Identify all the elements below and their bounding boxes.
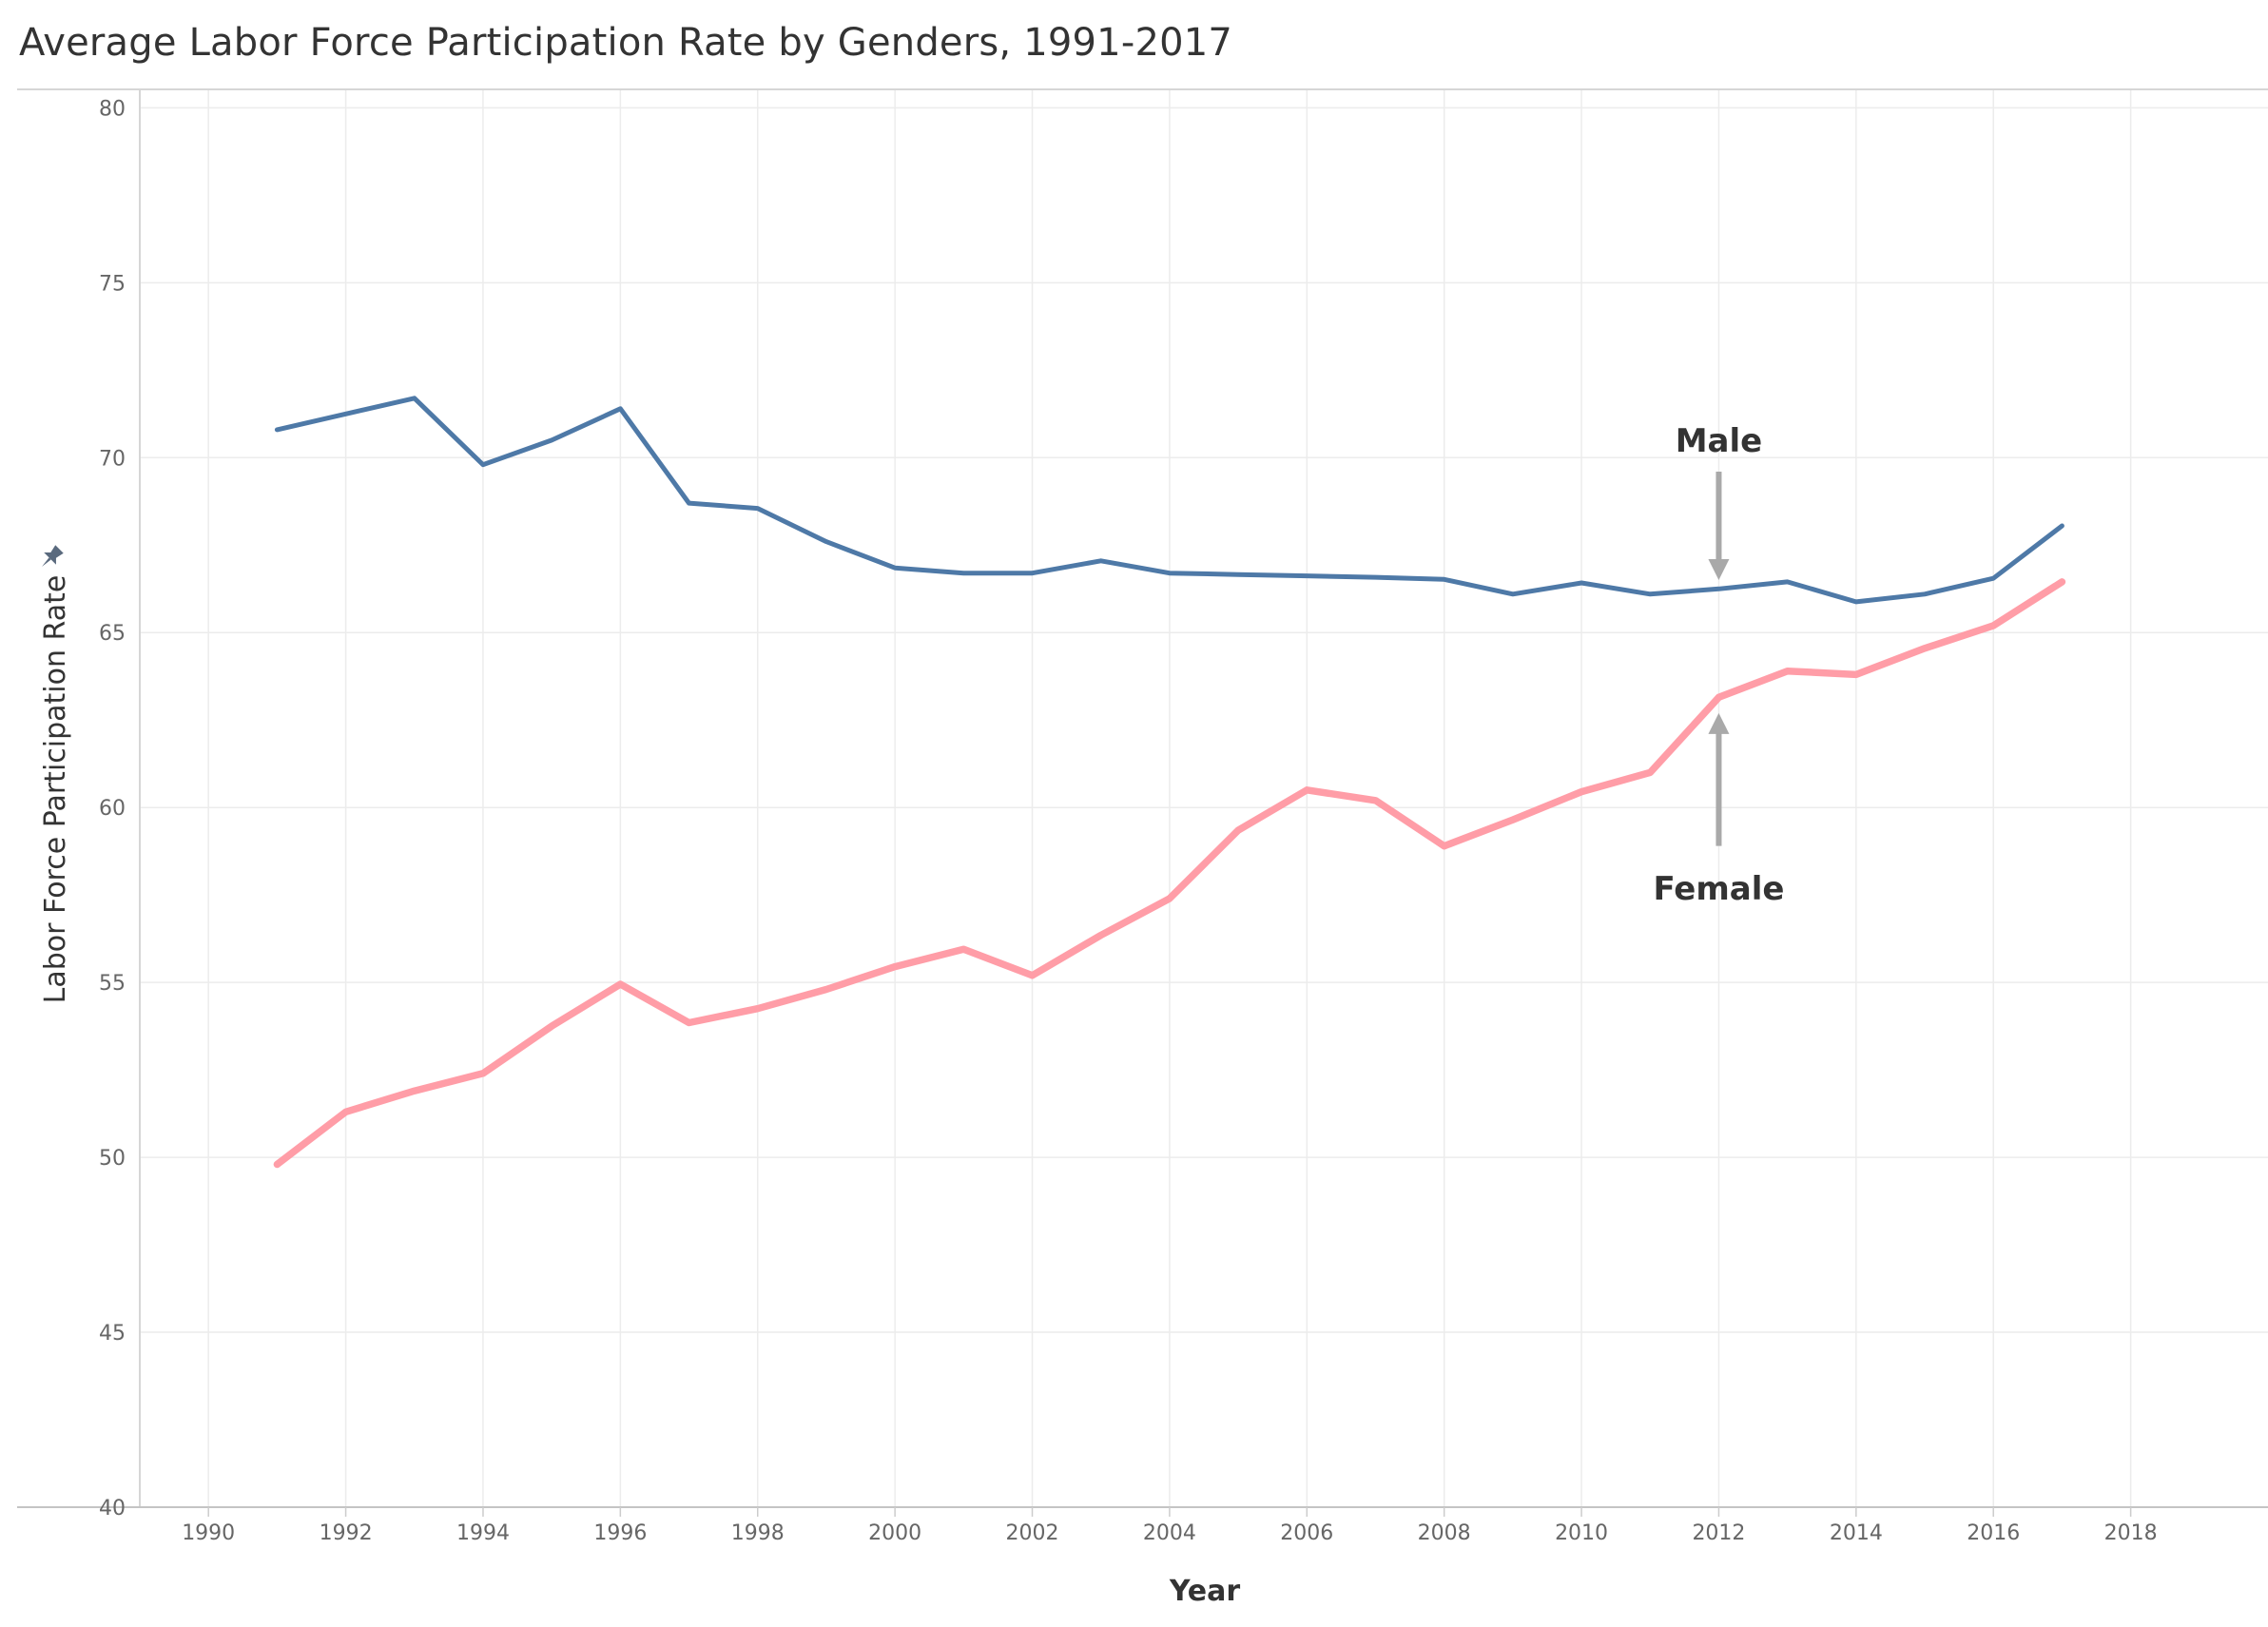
- y-tick-label: 65: [99, 622, 126, 646]
- y-tick-label: 75: [99, 272, 126, 296]
- y-tick-label: 60: [99, 797, 126, 821]
- y-tick-label: 50: [99, 1147, 126, 1171]
- y-tick-label: 45: [99, 1322, 126, 1346]
- y-axis-title: Labor Force Participation Rate: [39, 575, 72, 1004]
- y-axis-ticks: 40 45 50 55 60 65 70 75 80: [99, 97, 126, 1520]
- male-label: Male: [1676, 422, 1763, 460]
- y-tick-label: 80: [99, 97, 126, 121]
- x-tick-label: 1992: [320, 1521, 373, 1545]
- grid-lines: [140, 90, 2268, 1507]
- male-series-line[interactable]: [274, 396, 2064, 605]
- x-axis-title: Year: [1169, 1575, 1241, 1608]
- x-tick-label: 2010: [1555, 1521, 1608, 1545]
- male-arrow-head: [1708, 559, 1730, 581]
- x-tick-label: 2012: [1692, 1521, 1745, 1545]
- y-tick-label: 55: [99, 972, 126, 996]
- x-tick-label: 2008: [1418, 1521, 1471, 1545]
- x-tick-label: 2006: [1280, 1521, 1333, 1545]
- y-tick-label: 70: [99, 447, 126, 471]
- female-series-line[interactable]: [273, 578, 2066, 1169]
- x-tick-label: 1994: [456, 1521, 510, 1545]
- series-lines: [273, 396, 2066, 1169]
- x-tick-label: 1996: [593, 1521, 647, 1545]
- x-tick-label: 2002: [1006, 1521, 1059, 1545]
- x-tick-label: 2014: [1830, 1521, 1883, 1545]
- pin-icon[interactable]: [36, 543, 66, 572]
- x-tick-label: 2004: [1143, 1521, 1196, 1545]
- female-label: Female: [1653, 870, 1784, 908]
- female-arrow-head: [1708, 712, 1730, 734]
- x-axis-ticks: 1990 1992 1994 1996 1998 2000 2002 2004 2006 2008…: [182, 1507, 2158, 1545]
- x-tick-label: 1990: [182, 1521, 235, 1545]
- x-tick-label: 2016: [1967, 1521, 2020, 1545]
- x-tick-label: 2018: [2104, 1521, 2158, 1545]
- y-tick-label: 40: [99, 1497, 126, 1520]
- annotations: Male Female: [1653, 422, 1784, 908]
- chart-title: Average Labor Force Participation Rate b…: [19, 21, 1233, 65]
- y-axis-title-group: Labor Force Participation Rate: [39, 575, 72, 1004]
- x-tick-label: 1998: [731, 1521, 785, 1545]
- x-tick-label: 2000: [868, 1521, 921, 1545]
